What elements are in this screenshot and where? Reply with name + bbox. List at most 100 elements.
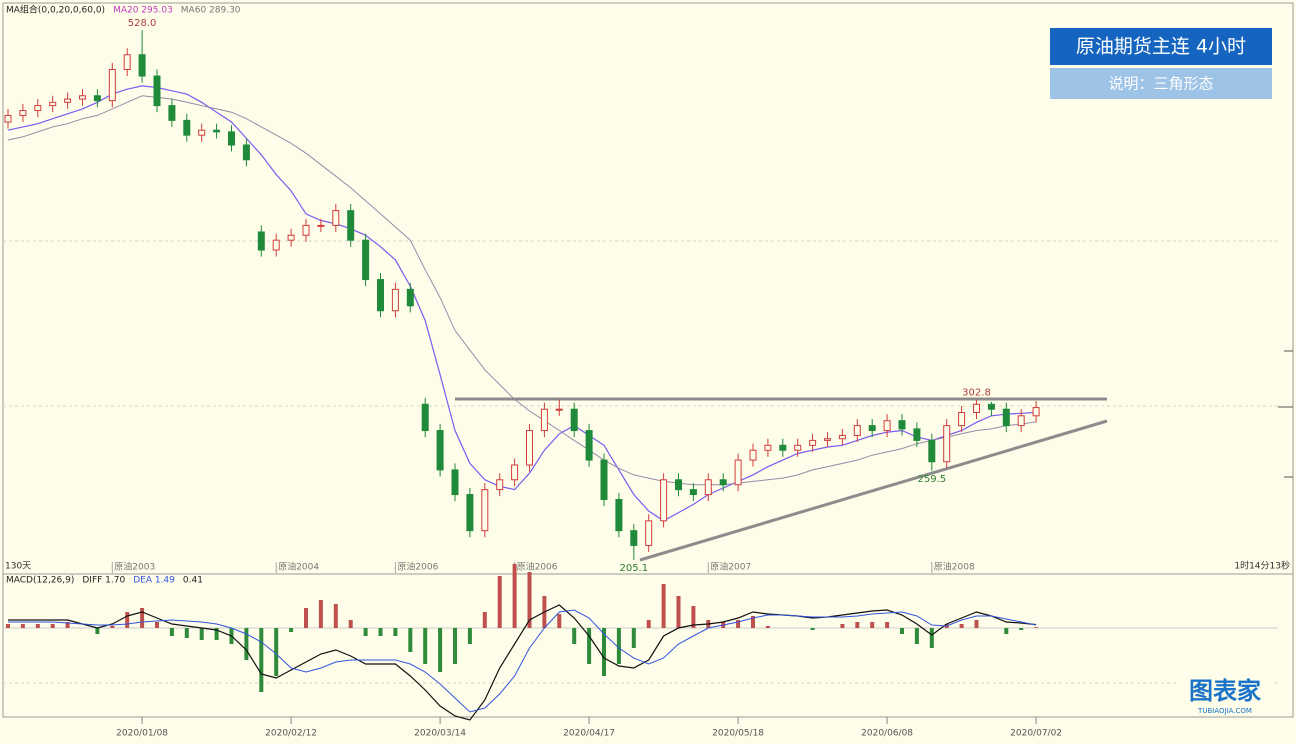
candle-body bbox=[749, 449, 757, 461]
macd-bar bbox=[557, 614, 562, 628]
macd-bar bbox=[929, 628, 934, 648]
candle-body bbox=[853, 425, 861, 436]
candle-body bbox=[421, 403, 429, 432]
candle-body bbox=[213, 129, 221, 133]
candle-body bbox=[600, 459, 608, 500]
candle-body bbox=[570, 408, 578, 432]
macd-bar bbox=[1034, 627, 1039, 628]
macd-bar bbox=[497, 576, 502, 628]
x-tick-label: 2020/03/14 bbox=[414, 729, 466, 739]
macd-bar bbox=[184, 628, 189, 638]
macd-bar bbox=[393, 628, 398, 636]
candle-body bbox=[660, 479, 668, 522]
candle-body bbox=[466, 494, 474, 532]
candle-body bbox=[511, 464, 519, 481]
macd-bar bbox=[736, 620, 741, 628]
candle-body bbox=[824, 438, 831, 441]
macd-bar bbox=[855, 622, 860, 628]
macd-bar bbox=[378, 628, 383, 636]
logo-box bbox=[1176, 680, 1272, 716]
logo-name: 图表家 bbox=[1189, 677, 1261, 705]
candle-body bbox=[675, 479, 682, 491]
contract-label: 原油2004 bbox=[278, 561, 319, 573]
candle-body bbox=[630, 530, 638, 546]
candle-body bbox=[973, 403, 980, 413]
macd-bar bbox=[676, 596, 681, 628]
macd-bar bbox=[348, 620, 353, 628]
candle-body bbox=[898, 420, 906, 430]
legend-entry: MACD(12,26,9) bbox=[6, 576, 74, 586]
macd-bar bbox=[363, 628, 368, 636]
candle-body bbox=[272, 239, 280, 251]
macd-bar bbox=[661, 584, 666, 628]
candle-body bbox=[585, 430, 593, 461]
candle-body bbox=[958, 411, 966, 427]
candle-body bbox=[779, 444, 787, 451]
value-annotation: 205.1 bbox=[619, 563, 648, 574]
period-label: 130天 bbox=[5, 562, 31, 572]
support-line bbox=[639, 419, 1108, 562]
macd-bar bbox=[572, 628, 577, 644]
macd-bar bbox=[914, 628, 919, 644]
macd-bar bbox=[214, 628, 219, 640]
macd-bar bbox=[765, 626, 770, 628]
candle-body bbox=[123, 54, 131, 70]
macd-bar bbox=[318, 600, 323, 628]
legend-entry: DIFF 1.70 bbox=[82, 576, 125, 586]
macd-bar bbox=[259, 628, 264, 692]
candle-body bbox=[540, 408, 548, 432]
macd-bar bbox=[169, 628, 174, 636]
candle-body bbox=[257, 231, 265, 251]
candle-body bbox=[183, 119, 191, 136]
macd-bar bbox=[587, 628, 592, 664]
x-tick-label: 2020/01/08 bbox=[116, 729, 168, 739]
legend-entry: DEA 1.49 bbox=[133, 576, 175, 586]
candle-body bbox=[4, 114, 12, 123]
legend-entry: MA20 295.03 bbox=[113, 6, 173, 16]
countdown: 1时14分13秒 bbox=[1234, 560, 1290, 572]
macd-bar bbox=[870, 622, 875, 628]
candle-body bbox=[34, 105, 42, 112]
contract-label: 原油2003 bbox=[114, 561, 155, 573]
candle-body bbox=[928, 439, 936, 463]
contract-label: 原油2008 bbox=[934, 561, 975, 573]
candle-body bbox=[64, 98, 72, 103]
chart-title: 原油期货主连 4小时 bbox=[1076, 36, 1246, 58]
candle-body bbox=[93, 95, 101, 102]
macd-bar bbox=[512, 564, 517, 628]
macd-bar bbox=[602, 628, 606, 676]
macd-bar bbox=[35, 624, 40, 628]
candle-body bbox=[49, 101, 57, 107]
candle-body bbox=[883, 420, 891, 432]
legend-entry: MA60 289.30 bbox=[181, 6, 241, 16]
value-annotation: 259.5 bbox=[917, 474, 946, 485]
candle-body bbox=[764, 444, 772, 451]
candle-body bbox=[838, 434, 846, 440]
candle-body bbox=[406, 288, 414, 307]
x-tick-label: 2020/06/08 bbox=[861, 729, 913, 739]
candle-body bbox=[704, 479, 712, 496]
candle-body bbox=[451, 469, 459, 496]
macd-bar bbox=[408, 628, 413, 652]
candle-body bbox=[302, 224, 310, 236]
macd-bar bbox=[751, 616, 755, 628]
macd-bar bbox=[438, 628, 443, 672]
candle-body bbox=[108, 68, 116, 102]
x-tick-label: 2020/05/18 bbox=[712, 729, 764, 739]
candle-body bbox=[987, 403, 995, 410]
dea-line bbox=[8, 609, 1037, 713]
macd-bar bbox=[1019, 628, 1024, 630]
macd-bar bbox=[900, 628, 904, 634]
candle-body bbox=[362, 239, 370, 281]
ma-line bbox=[7, 95, 1037, 486]
candle-body bbox=[794, 444, 802, 451]
macd-bar bbox=[6, 624, 10, 628]
macd-bar bbox=[140, 608, 145, 628]
macd-bar bbox=[289, 628, 294, 632]
macd-bar bbox=[482, 612, 487, 628]
candle-body bbox=[555, 408, 563, 411]
candle-body bbox=[1032, 407, 1040, 417]
contract-label: 原油2007 bbox=[710, 561, 751, 573]
